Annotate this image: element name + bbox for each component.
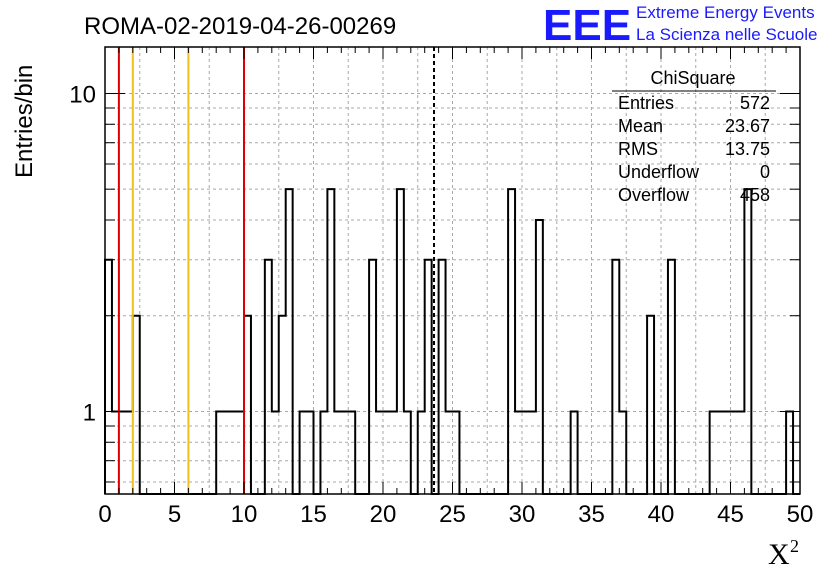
x-tick-label: 30 xyxy=(509,501,536,528)
x-tick-label: 50 xyxy=(787,501,814,528)
chart-title: ROMA-02-2019-04-26-00269 xyxy=(84,13,396,40)
threshold-lines xyxy=(117,47,436,494)
x-tick-label: 45 xyxy=(717,501,744,528)
logo-line-2: La Scienza nelle Scuole xyxy=(636,25,817,44)
x-tick-label: 35 xyxy=(578,501,605,528)
stats-row-value: 23.67 xyxy=(725,116,770,136)
stats-row-label: Overflow xyxy=(618,185,690,205)
stats-rows: Entries 572 Mean 23.67 RMS 13.75 Underflow 0 Ove… xyxy=(618,93,770,205)
x-tick-label: 15 xyxy=(300,501,327,528)
x-tick-label: 0 xyxy=(98,501,111,528)
logo-line-1: Extreme Energy Events xyxy=(636,3,815,22)
x-axis-label-superscript: 2 xyxy=(790,536,799,556)
y-tick-label: 10 xyxy=(69,81,96,108)
y-axis-ticks: 1 10 xyxy=(69,81,800,483)
x-axis-label-base: X xyxy=(768,538,790,571)
stats-row-label: RMS xyxy=(618,139,658,159)
stats-row-label: Mean xyxy=(618,116,663,136)
x-axis-ticks: 0 5 10 15 20 25 30 35 40 45 50 xyxy=(98,47,813,528)
eee-logo: EEE Extreme Energy Events La Scienza nel… xyxy=(543,1,817,50)
stats-row-label: Underflow xyxy=(618,162,700,182)
stats-row-value: 458 xyxy=(740,185,770,205)
x-tick-label: 10 xyxy=(231,501,258,528)
x-tick-label: 40 xyxy=(648,501,675,528)
stats-row-value: 572 xyxy=(740,93,770,113)
x-axis-label: X 2 xyxy=(768,536,799,571)
eee-logo-mark: EEE xyxy=(543,1,631,50)
stats-box: ChiSquare Entries 572 Mean 23.67 RMS 13.75 Und… xyxy=(612,68,776,205)
stats-row-label: Entries xyxy=(618,93,674,113)
y-tick-label: 1 xyxy=(83,399,96,426)
x-tick-label: 20 xyxy=(370,501,397,528)
x-tick-label: 5 xyxy=(168,501,181,528)
stats-title: ChiSquare xyxy=(650,68,735,88)
stats-row-value: 13.75 xyxy=(725,139,770,159)
y-axis-label: Entries/bin xyxy=(11,65,38,178)
grid-lines xyxy=(105,47,800,494)
stats-row-value: 0 xyxy=(760,162,770,182)
x-tick-label: 25 xyxy=(439,501,466,528)
